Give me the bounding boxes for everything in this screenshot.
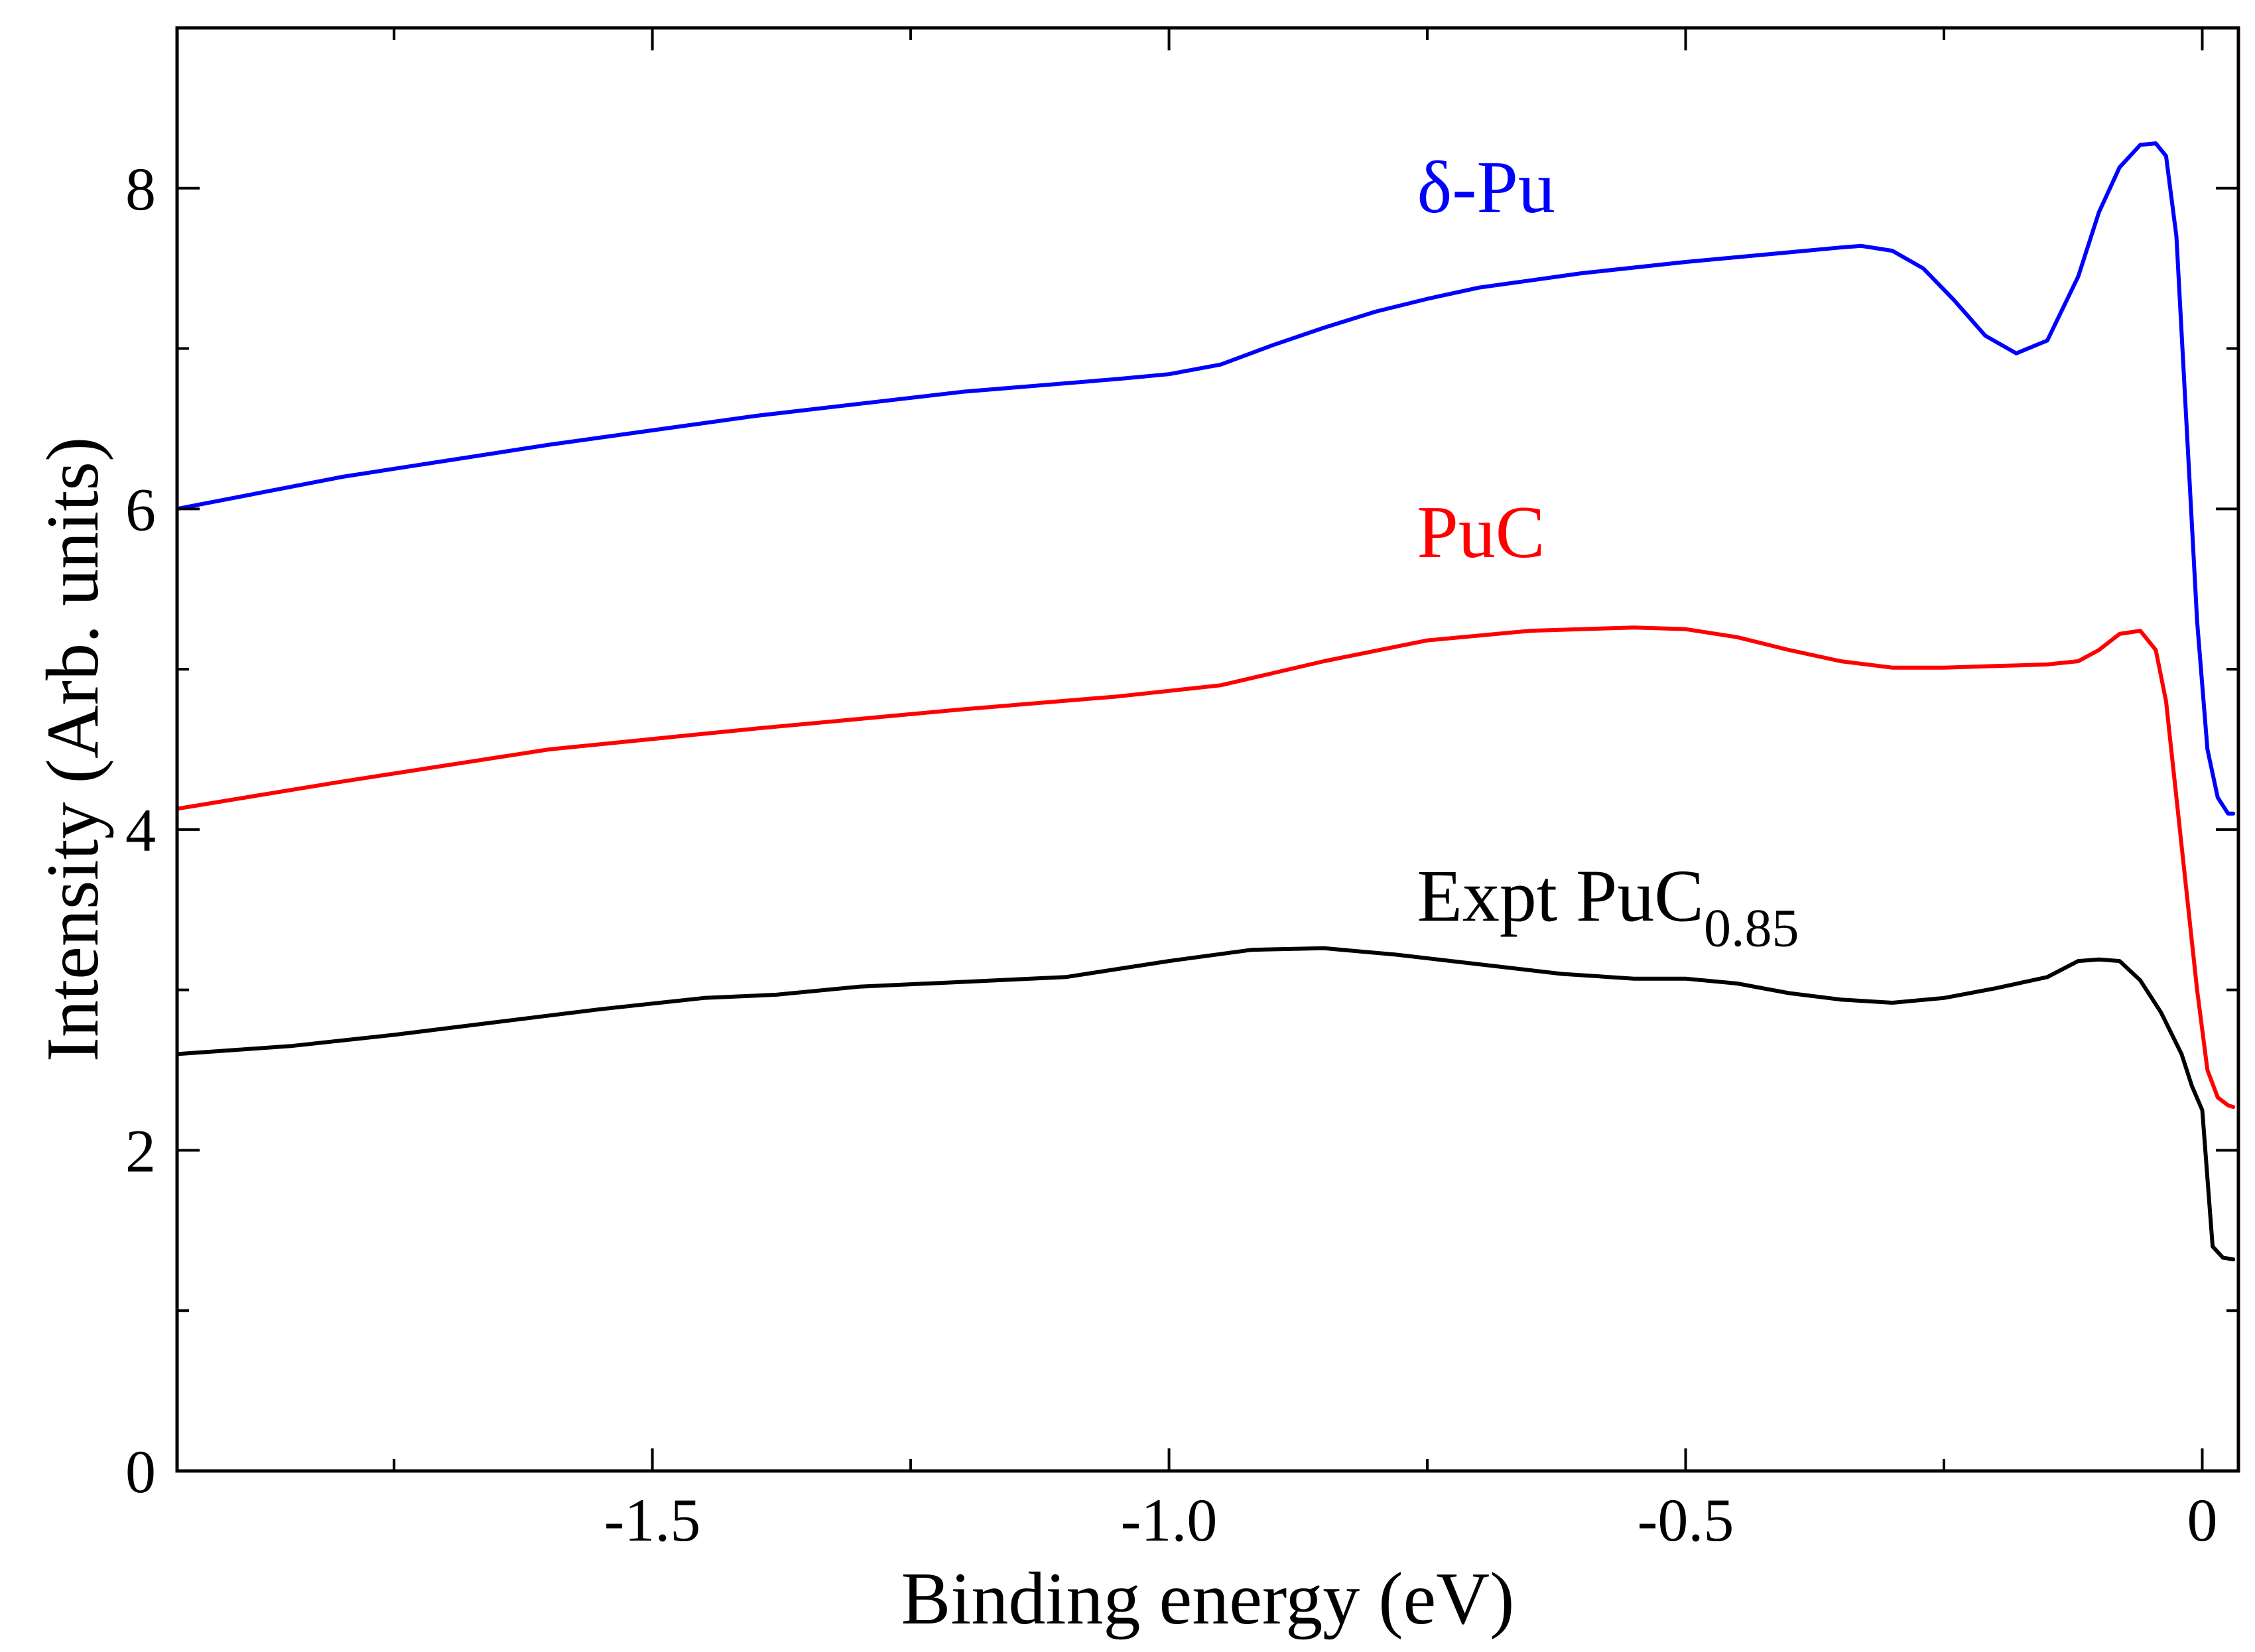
series-label-1: PuC	[1417, 491, 1545, 574]
series-label-text: δ-Pu	[1417, 147, 1555, 229]
y-tick-label: 2	[125, 1117, 156, 1184]
series-label-0: δ-Pu	[1417, 147, 1555, 229]
series-label-2: Expt PuC0.85	[1417, 856, 1799, 958]
annotation-layer: δ-Pu PuC Expt PuC0.85	[1417, 147, 1799, 958]
y-tick-label: 4	[125, 796, 156, 864]
plot-frame	[175, 26, 2240, 1473]
y-axis-title: Intensity (Arb. units)	[32, 437, 114, 1062]
label-layer: -1.5 -1.0 -0.5 0 0 2 4 6 8	[125, 155, 2217, 1554]
x-tick-label: -0.5	[1638, 1486, 1734, 1554]
x-axis-title: Binding energy (eV)	[901, 1558, 1515, 1640]
series-line-0	[177, 141, 2236, 816]
tick-layer	[177, 28, 2238, 1472]
x-tick-label: -1.5	[604, 1486, 701, 1554]
y-tick-label: 6	[125, 476, 156, 543]
series-label-text: Expt PuC	[1417, 856, 1704, 938]
y-tick-label: 0	[125, 1438, 156, 1505]
x-tick-label: 0	[2187, 1486, 2217, 1554]
series-line-2	[177, 946, 2236, 1261]
y-tick-label: 8	[125, 155, 156, 223]
series-label-subscript: 0.85	[1704, 898, 1799, 958]
series-layer	[177, 141, 2236, 1261]
series-line-1	[177, 625, 2236, 1110]
x-tick-label: -1.0	[1121, 1486, 1218, 1554]
series-label-text: PuC	[1417, 491, 1545, 574]
